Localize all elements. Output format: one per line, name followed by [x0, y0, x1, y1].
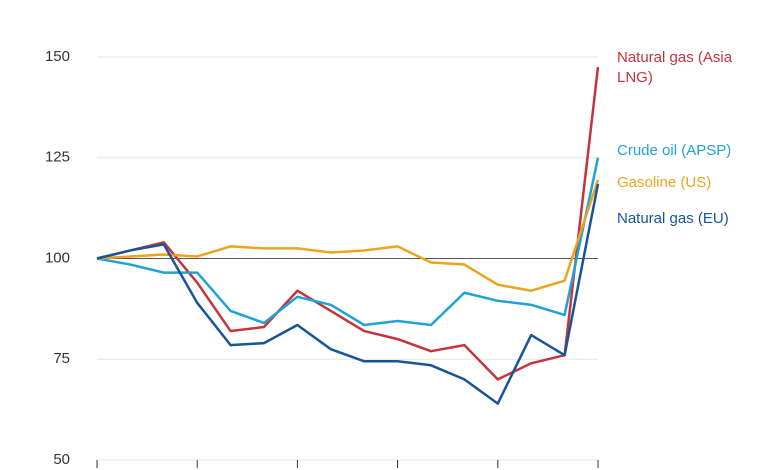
series-line: [96, 183, 600, 405]
legend-label: Natural gas (EU): [617, 210, 729, 227]
series-line: [96, 157, 600, 327]
legend-label: Gasoline (US): [617, 174, 712, 191]
y-tick-label: 150: [45, 48, 70, 65]
series-line: [96, 66, 600, 381]
legend-label: Natural gas (Asia LNG): [617, 49, 733, 86]
y-tick-label: 75: [53, 350, 70, 367]
legend-label: Crude oil (APSP): [617, 142, 732, 159]
y-tick-label: 125: [45, 149, 70, 166]
y-tick-label: 50: [53, 451, 70, 468]
y-tick-label: 100: [45, 249, 70, 266]
series-line: [96, 179, 600, 292]
